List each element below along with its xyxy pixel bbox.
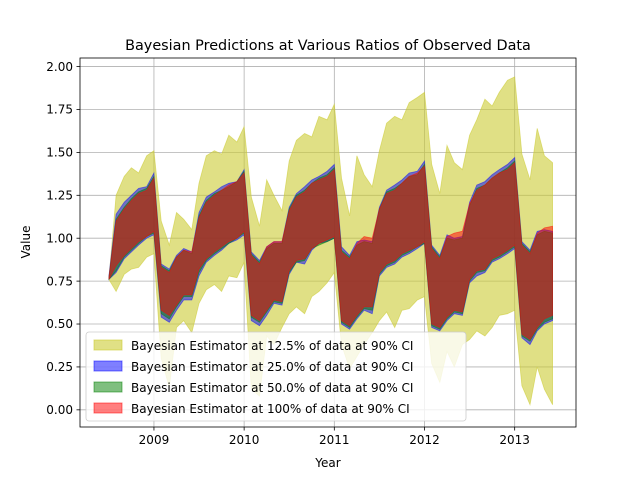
x-axis-label: Year xyxy=(314,456,340,470)
ci-band-series-4 xyxy=(108,161,553,341)
x-tick-label: 2009 xyxy=(139,433,170,447)
y-tick-label: 0.00 xyxy=(46,403,73,417)
x-tick-label: 2013 xyxy=(499,433,530,447)
legend-swatch-1 xyxy=(93,339,123,351)
x-tick-label: 2012 xyxy=(409,433,440,447)
axes: 2009 2010 2011 2012 2013 0.00 0.25 0.50 0.75 1.00… xyxy=(46,60,530,447)
legend-swatch-2 xyxy=(93,360,123,372)
legend-swatch-4 xyxy=(93,402,123,414)
legend-label-2: Bayesian Estimator at 25.0% of data at 9… xyxy=(131,360,413,374)
y-tick-label: 0.25 xyxy=(46,360,73,374)
series-areas xyxy=(108,76,553,407)
legend-swatch-3 xyxy=(93,381,123,393)
x-tick-label: 2010 xyxy=(229,433,260,447)
legend-label-1: Bayesian Estimator at 12.5% of data at 9… xyxy=(131,339,413,353)
y-tick-label: 1.25 xyxy=(46,189,73,203)
legend-label-3: Bayesian Estimator at 50.0% of data at 9… xyxy=(131,381,413,395)
y-tick-label: 2.00 xyxy=(46,60,73,74)
x-tick-label: 2011 xyxy=(319,433,350,447)
legend-label-4: Bayesian Estimator at 100% of data at 90… xyxy=(131,402,410,416)
y-tick-label: 1.00 xyxy=(46,231,73,245)
legend-box xyxy=(85,331,467,422)
plot-frame xyxy=(79,57,577,428)
legend: Bayesian Estimator at 12.5% of data at 9… xyxy=(85,331,467,422)
y-tick-label: 0.75 xyxy=(46,274,73,288)
chart-title: Bayesian Predictions at Various Ratios o… xyxy=(125,38,531,54)
y-tick-label: 1.50 xyxy=(46,146,73,160)
y-tick-label: 1.75 xyxy=(46,103,73,117)
y-axis-label: Value xyxy=(19,226,33,259)
y-tick-label: 0.50 xyxy=(46,317,73,331)
